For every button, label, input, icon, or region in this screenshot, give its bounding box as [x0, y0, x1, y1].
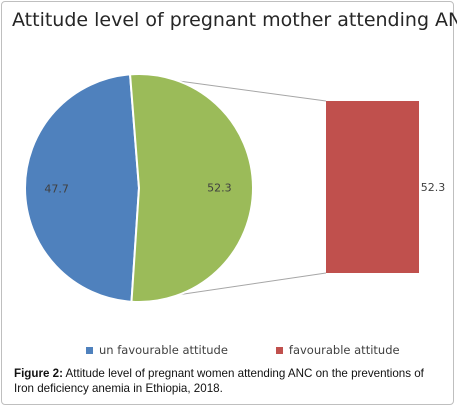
data-label-unfavourable: 47.7: [44, 182, 69, 195]
legend-label-unfavourable: un favourable attitude: [99, 343, 228, 357]
chart-title: Attitude level of pregnant mother attend…: [12, 9, 457, 31]
legend-swatch-favourable: [275, 346, 283, 354]
bar-of-pie-favourable: [326, 101, 419, 273]
data-label-bar-of-pie: 52.3: [421, 181, 446, 194]
figure-caption: Figure 2: Attitude level of pregnant wom…: [14, 366, 446, 396]
legend-swatch-unfavourable: [86, 346, 93, 354]
legend-label-favourable: favourable attitude: [288, 343, 400, 357]
data-label-favourable: 52.3: [207, 182, 232, 195]
caption-prefix: Figure 2:: [14, 367, 63, 380]
pie-slice-unfavourable: [24, 73, 141, 303]
pie-slice-favourable: [128, 73, 254, 303]
legend-item-unfavourable: un favourable attitude: [86, 343, 228, 357]
caption-text: Attitude level of pregnant women attendi…: [14, 367, 424, 395]
legend-item-favourable: favourable attitude: [275, 343, 400, 357]
legend: un favourable attitude favourable attitu…: [86, 343, 400, 357]
